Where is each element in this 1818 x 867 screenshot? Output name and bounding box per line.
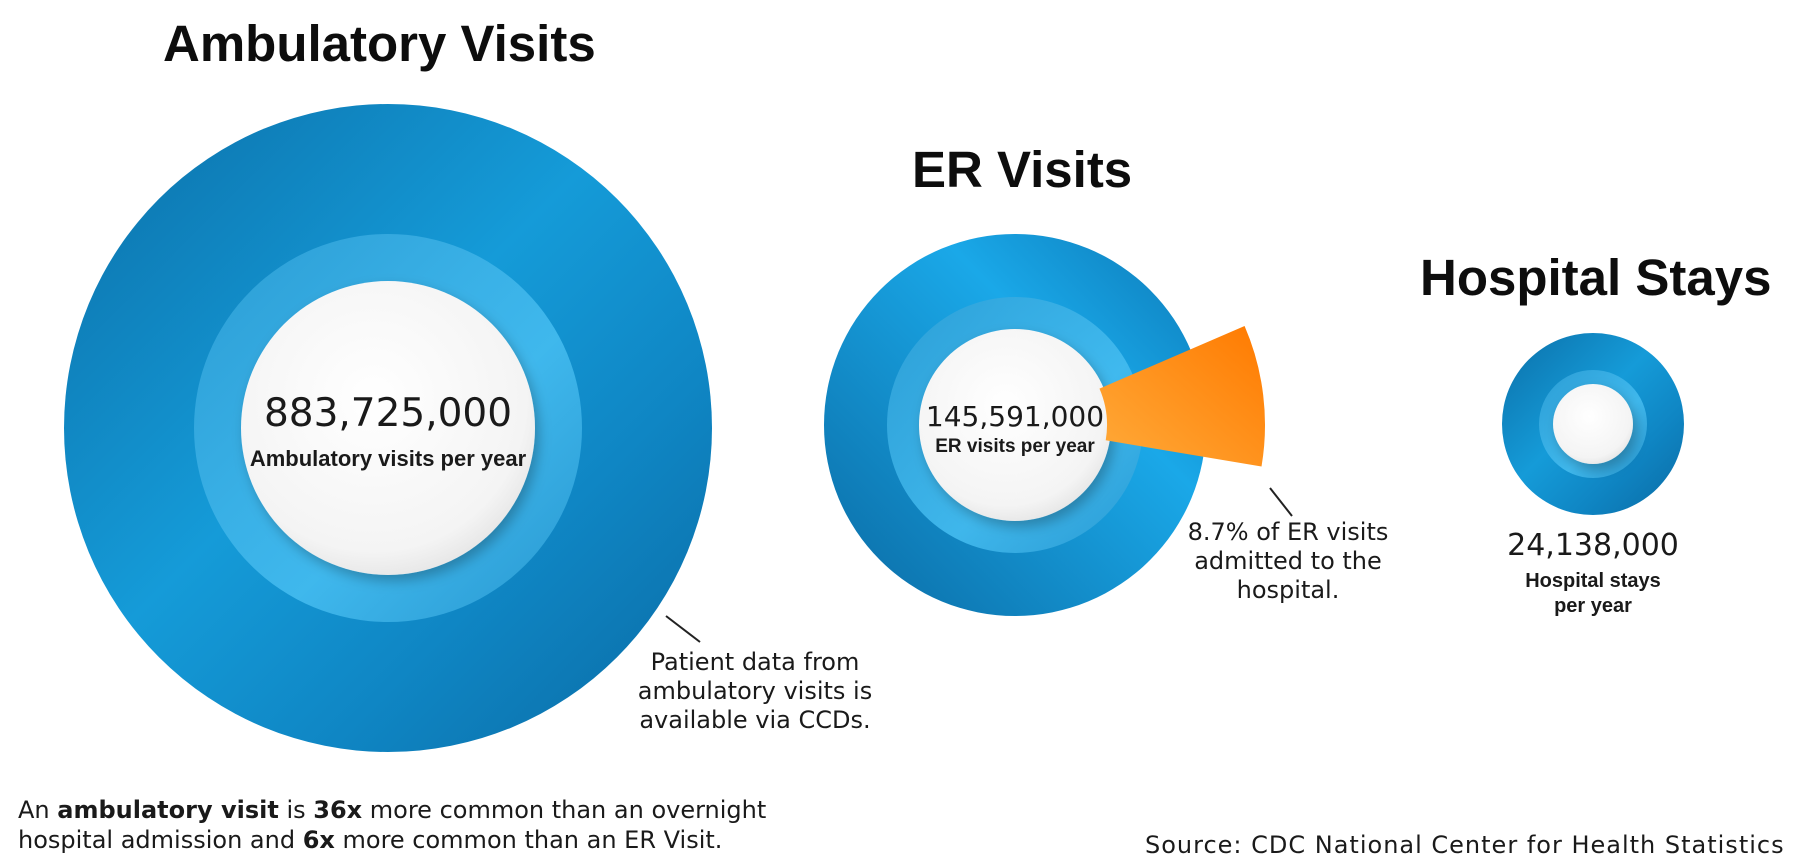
er-title: ER Visits bbox=[912, 141, 1133, 198]
hospital-label: Hospital stays per year bbox=[1525, 570, 1661, 617]
footnote: An ambulatory visit is 36x more common t… bbox=[18, 795, 788, 855]
footnote-text-1: An bbox=[18, 796, 58, 824]
footnote-text-4: more common than an ER Visit. bbox=[334, 826, 723, 854]
footnote-bold-3: 6x bbox=[302, 826, 335, 854]
er-annotation-leader bbox=[1269, 487, 1293, 517]
hospital-core bbox=[1553, 384, 1633, 464]
ambulatory-core bbox=[241, 281, 535, 575]
ambulatory-annotation-leader bbox=[665, 615, 701, 643]
er-bubble bbox=[824, 234, 1293, 616]
footnote-bold-2: 36x bbox=[313, 796, 363, 824]
footnote-text-3: more common than an overnight hospital a… bbox=[18, 796, 767, 854]
ambulatory-bubble bbox=[64, 104, 712, 752]
source-credit: Source: CDC National Center for Health S… bbox=[1145, 831, 1785, 859]
ambulatory-title: Ambulatory Visits bbox=[163, 15, 596, 72]
ambulatory-annotation: Patient data from ambulatory visits is a… bbox=[637, 648, 873, 734]
er-value: 145,591,000 bbox=[925, 400, 1105, 433]
er-core bbox=[919, 329, 1111, 521]
footnote-bold-1: ambulatory visit bbox=[57, 796, 279, 824]
hospital-title: Hospital Stays bbox=[1420, 249, 1772, 306]
er-admitted-wedge bbox=[1099, 326, 1265, 467]
footnote-text-2: is bbox=[278, 796, 314, 824]
ambulatory-label: Ambulatory visits per year bbox=[249, 446, 527, 471]
hospital-bubble bbox=[1502, 333, 1684, 515]
er-label: ER visits per year bbox=[935, 436, 1095, 457]
hospital-value: 24,138,000 bbox=[1507, 528, 1679, 563]
ambulatory-value: 883,725,000 bbox=[263, 391, 513, 436]
er-annotation: 8.7% of ER visits admitted to the hospit… bbox=[1187, 518, 1389, 604]
